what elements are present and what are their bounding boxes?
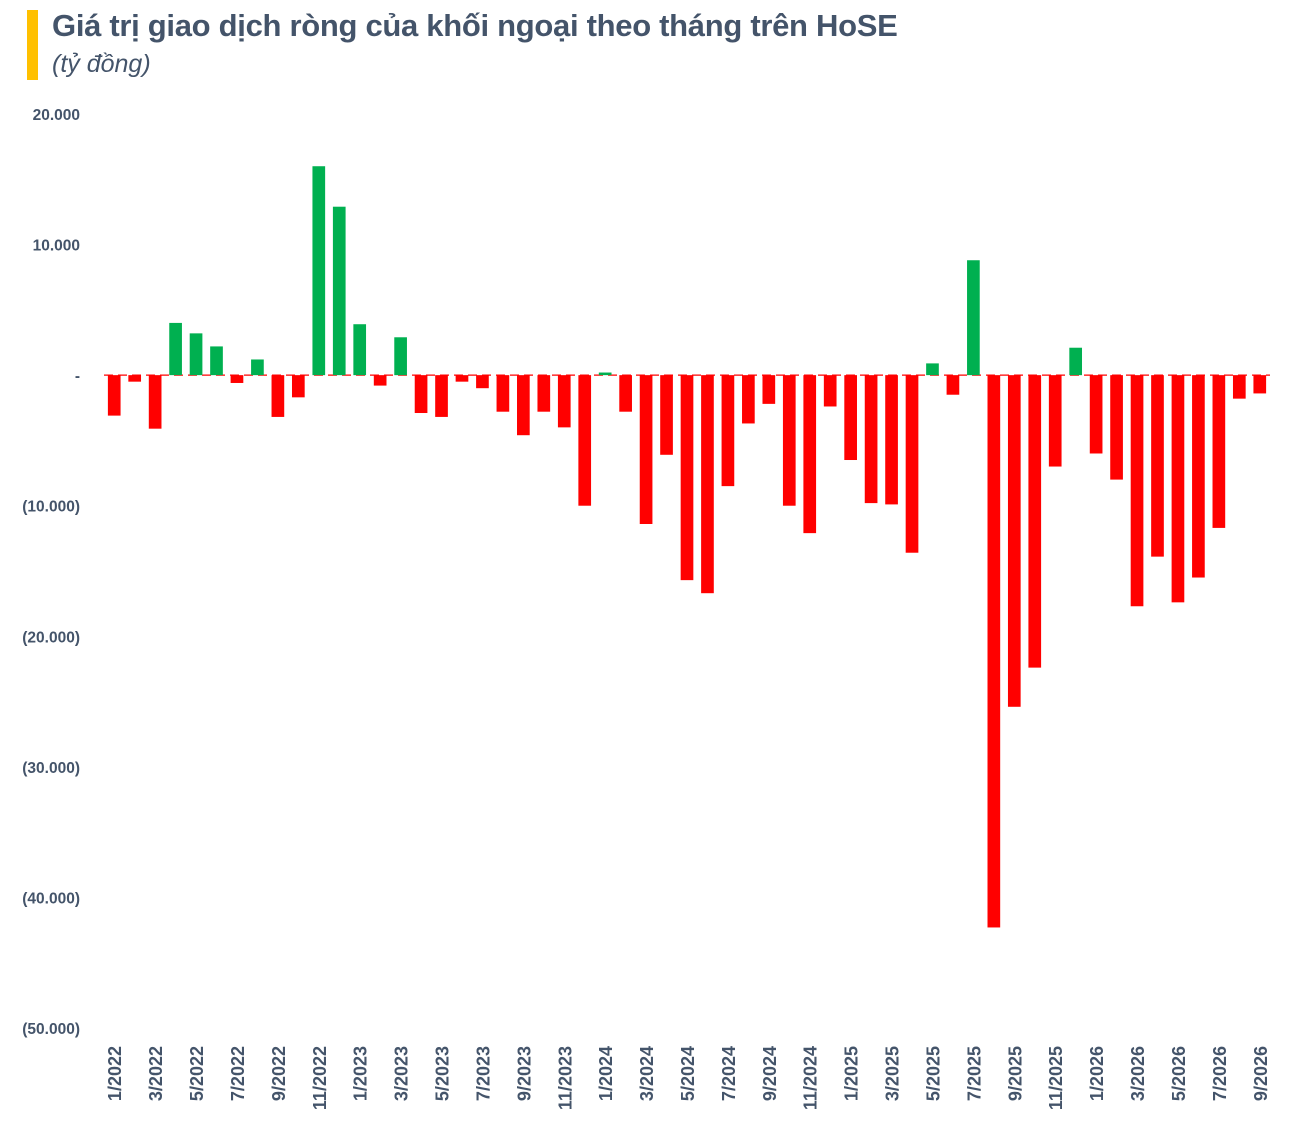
x-tick-label: 1/2023 xyxy=(351,1046,371,1101)
bar-3-2022 xyxy=(148,375,162,429)
bar-1-2025 xyxy=(844,375,857,461)
x-tick-label: 1/2025 xyxy=(842,1046,862,1101)
bar-6-2025 xyxy=(946,375,960,395)
bar-9-2026 xyxy=(1253,375,1267,394)
bar-7-2022 xyxy=(230,375,244,383)
bar-11-2022 xyxy=(312,166,326,376)
bar-6-2023 xyxy=(455,375,469,382)
title-accent-bar xyxy=(27,10,38,80)
bar-10-2024 xyxy=(782,375,796,506)
bar-5-2023 xyxy=(435,375,448,417)
x-tick-label: 7/2024 xyxy=(719,1046,739,1101)
bar-9-2024 xyxy=(762,375,776,404)
bar-12-2022 xyxy=(332,206,346,376)
bar-3-2026 xyxy=(1130,375,1144,607)
bar-1-2023 xyxy=(353,324,367,376)
x-tick-label: 7/2025 xyxy=(964,1046,984,1101)
bar-11-2024 xyxy=(803,375,817,534)
bar-6-2026 xyxy=(1192,375,1205,578)
bar-5-2025 xyxy=(926,363,939,376)
x-tick-label: 1/2022 xyxy=(105,1046,125,1101)
bar-7-2024 xyxy=(721,375,735,487)
x-tick-label: 3/2023 xyxy=(392,1046,412,1101)
bar-5-2022 xyxy=(189,333,203,376)
x-tick-label: 7/2022 xyxy=(228,1046,248,1101)
x-tick-label: 5/2025 xyxy=(923,1046,943,1101)
y-tick-label: 20.000 xyxy=(33,107,80,124)
bar-4-2023 xyxy=(414,375,428,414)
bar-10-2025 xyxy=(1028,375,1042,668)
bar-3-2025 xyxy=(885,375,898,505)
chart-subtitle: (tỷ đồng) xyxy=(52,50,151,78)
bar-4-2026 xyxy=(1151,375,1164,557)
x-tick-label: 7/2023 xyxy=(473,1046,493,1101)
bar-1-2024 xyxy=(598,372,612,376)
bar-9-2025 xyxy=(1007,375,1021,707)
y-tick-label: 10.000 xyxy=(33,238,80,255)
bar-2-2024 xyxy=(619,375,632,412)
bar-4-2022 xyxy=(169,322,182,376)
y-tick-label: - xyxy=(75,368,80,385)
bar-2-2026 xyxy=(1110,375,1123,480)
bar-2-2023 xyxy=(373,375,387,386)
x-tick-label: 3/2022 xyxy=(146,1046,166,1101)
x-tick-label: 9/2024 xyxy=(760,1046,780,1101)
y-tick-label: (10.000) xyxy=(22,499,80,516)
x-tick-label: 1/2024 xyxy=(596,1046,616,1101)
bar-12-2023 xyxy=(578,375,592,506)
bar-8-2024 xyxy=(742,375,755,424)
x-tick-label: 11/2022 xyxy=(310,1046,330,1110)
bar-10-2023 xyxy=(537,375,551,412)
x-tick-label: 5/2022 xyxy=(187,1046,207,1101)
x-tick-label: 7/2026 xyxy=(1210,1046,1230,1101)
bar-1-2026 xyxy=(1089,375,1103,454)
x-tick-label: 11/2023 xyxy=(555,1046,575,1110)
x-tick-label: 5/2026 xyxy=(1169,1046,1189,1101)
bar-12-2025 xyxy=(1069,347,1083,376)
x-tick-label: 11/2024 xyxy=(801,1046,821,1110)
x-tick-label: 9/2026 xyxy=(1251,1046,1271,1101)
y-tick-label: (20.000) xyxy=(22,629,80,646)
bar-3-2023 xyxy=(394,337,407,376)
bar-4-2024 xyxy=(660,375,673,455)
y-tick-label: (30.000) xyxy=(22,760,80,777)
bar-5-2024 xyxy=(680,375,694,581)
y-tick-label: (40.000) xyxy=(22,890,80,907)
bar-6-2024 xyxy=(701,375,714,594)
y-tick-label: (50.000) xyxy=(22,1021,80,1038)
x-tick-label: 9/2022 xyxy=(269,1046,289,1101)
chart-title: Giá trị giao dịch ròng của khối ngoại th… xyxy=(52,8,898,43)
x-tick-label: 5/2024 xyxy=(678,1046,698,1101)
bar-6-2022 xyxy=(210,346,223,376)
bar-3-2024 xyxy=(639,375,653,524)
x-tick-label: 1/2026 xyxy=(1087,1046,1107,1101)
bar-8-2022 xyxy=(251,359,264,376)
bar-4-2025 xyxy=(905,375,919,553)
bar-11-2023 xyxy=(557,375,571,428)
bar-9-2022 xyxy=(271,375,285,417)
bar-11-2025 xyxy=(1048,375,1062,467)
bar-7-2023 xyxy=(476,375,489,389)
x-tick-label: 11/2025 xyxy=(1046,1046,1066,1110)
x-tick-label: 3/2025 xyxy=(883,1046,903,1101)
bar-10-2022 xyxy=(291,375,305,398)
x-tick-label: 3/2026 xyxy=(1128,1046,1148,1101)
bar-8-2026 xyxy=(1232,375,1246,399)
bar-5-2026 xyxy=(1171,375,1185,603)
bar-7-2026 xyxy=(1212,375,1226,528)
bar-12-2024 xyxy=(823,375,837,407)
bar-2-2025 xyxy=(864,375,878,504)
bar-8-2025 xyxy=(987,375,1001,928)
bar-1-2022 xyxy=(107,375,121,416)
x-tick-label: 5/2023 xyxy=(433,1046,453,1101)
x-tick-label: 9/2023 xyxy=(514,1046,534,1101)
bar-7-2025 xyxy=(967,260,980,376)
bar-8-2023 xyxy=(496,375,510,412)
x-tick-label: 9/2025 xyxy=(1005,1046,1025,1101)
bar-9-2023 xyxy=(517,375,530,436)
bar-2-2022 xyxy=(128,375,142,382)
x-tick-label: 3/2024 xyxy=(637,1046,657,1101)
